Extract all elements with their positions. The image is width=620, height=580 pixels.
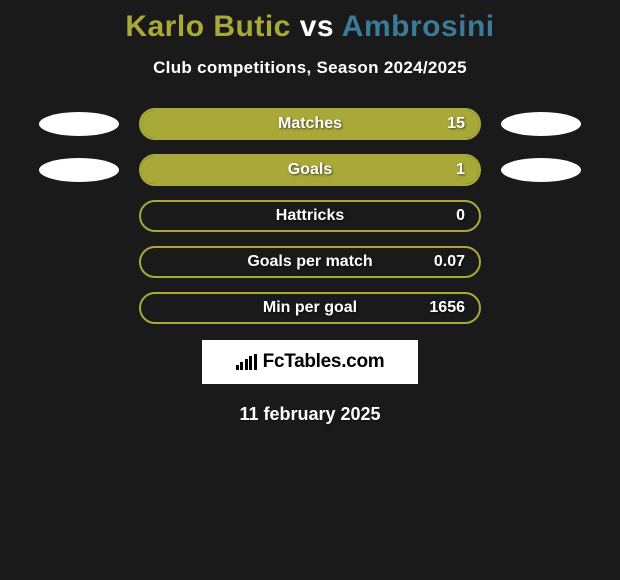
right-badge xyxy=(501,158,581,182)
stat-row-matches: Matches 15 xyxy=(20,108,600,140)
stat-bar: Hattricks 0 xyxy=(139,200,481,232)
comparison-infographic: Karlo Butic vs Ambrosini Club competitio… xyxy=(0,0,620,580)
stat-value: 1 xyxy=(456,161,465,179)
right-badge xyxy=(501,112,581,136)
left-placeholder xyxy=(39,296,119,320)
stat-bar: Matches 15 xyxy=(139,108,481,140)
stat-value: 0 xyxy=(456,207,465,225)
stat-row-goals-per-match: Goals per match 0.07 xyxy=(20,246,600,278)
left-badge xyxy=(39,112,119,136)
stat-value: 1656 xyxy=(429,299,465,317)
stat-label: Hattricks xyxy=(276,207,344,225)
date-text: 11 february 2025 xyxy=(0,404,620,425)
stat-label: Goals per match xyxy=(247,253,372,271)
stat-label: Min per goal xyxy=(263,299,357,317)
player2-name: Ambrosini xyxy=(342,10,495,43)
logo-text: FcTables.com xyxy=(263,351,385,373)
logo-box: FcTables.com xyxy=(202,340,418,384)
left-placeholder xyxy=(39,204,119,228)
stat-row-goals: Goals 1 xyxy=(20,154,600,186)
stat-row-min-per-goal: Min per goal 1656 xyxy=(20,292,600,324)
subtitle: Club competitions, Season 2024/2025 xyxy=(0,58,620,78)
right-placeholder xyxy=(501,204,581,228)
stat-bar: Goals per match 0.07 xyxy=(139,246,481,278)
left-placeholder xyxy=(39,250,119,274)
stat-bar: Min per goal 1656 xyxy=(139,292,481,324)
stat-value: 0.07 xyxy=(434,253,465,271)
left-badge xyxy=(39,158,119,182)
right-placeholder xyxy=(501,250,581,274)
stat-bar: Goals 1 xyxy=(139,154,481,186)
stat-label: Goals xyxy=(288,161,332,179)
bar-chart-icon xyxy=(236,354,257,370)
stat-value: 15 xyxy=(447,115,465,133)
right-placeholder xyxy=(501,296,581,320)
title-vs: vs xyxy=(300,10,342,43)
player1-name: Karlo Butic xyxy=(125,10,291,43)
stat-label: Matches xyxy=(278,115,342,133)
stat-row-hattricks: Hattricks 0 xyxy=(20,200,600,232)
stats-area: Matches 15 Goals 1 Hattricks 0 xyxy=(0,108,620,324)
page-title: Karlo Butic vs Ambrosini xyxy=(0,0,620,44)
